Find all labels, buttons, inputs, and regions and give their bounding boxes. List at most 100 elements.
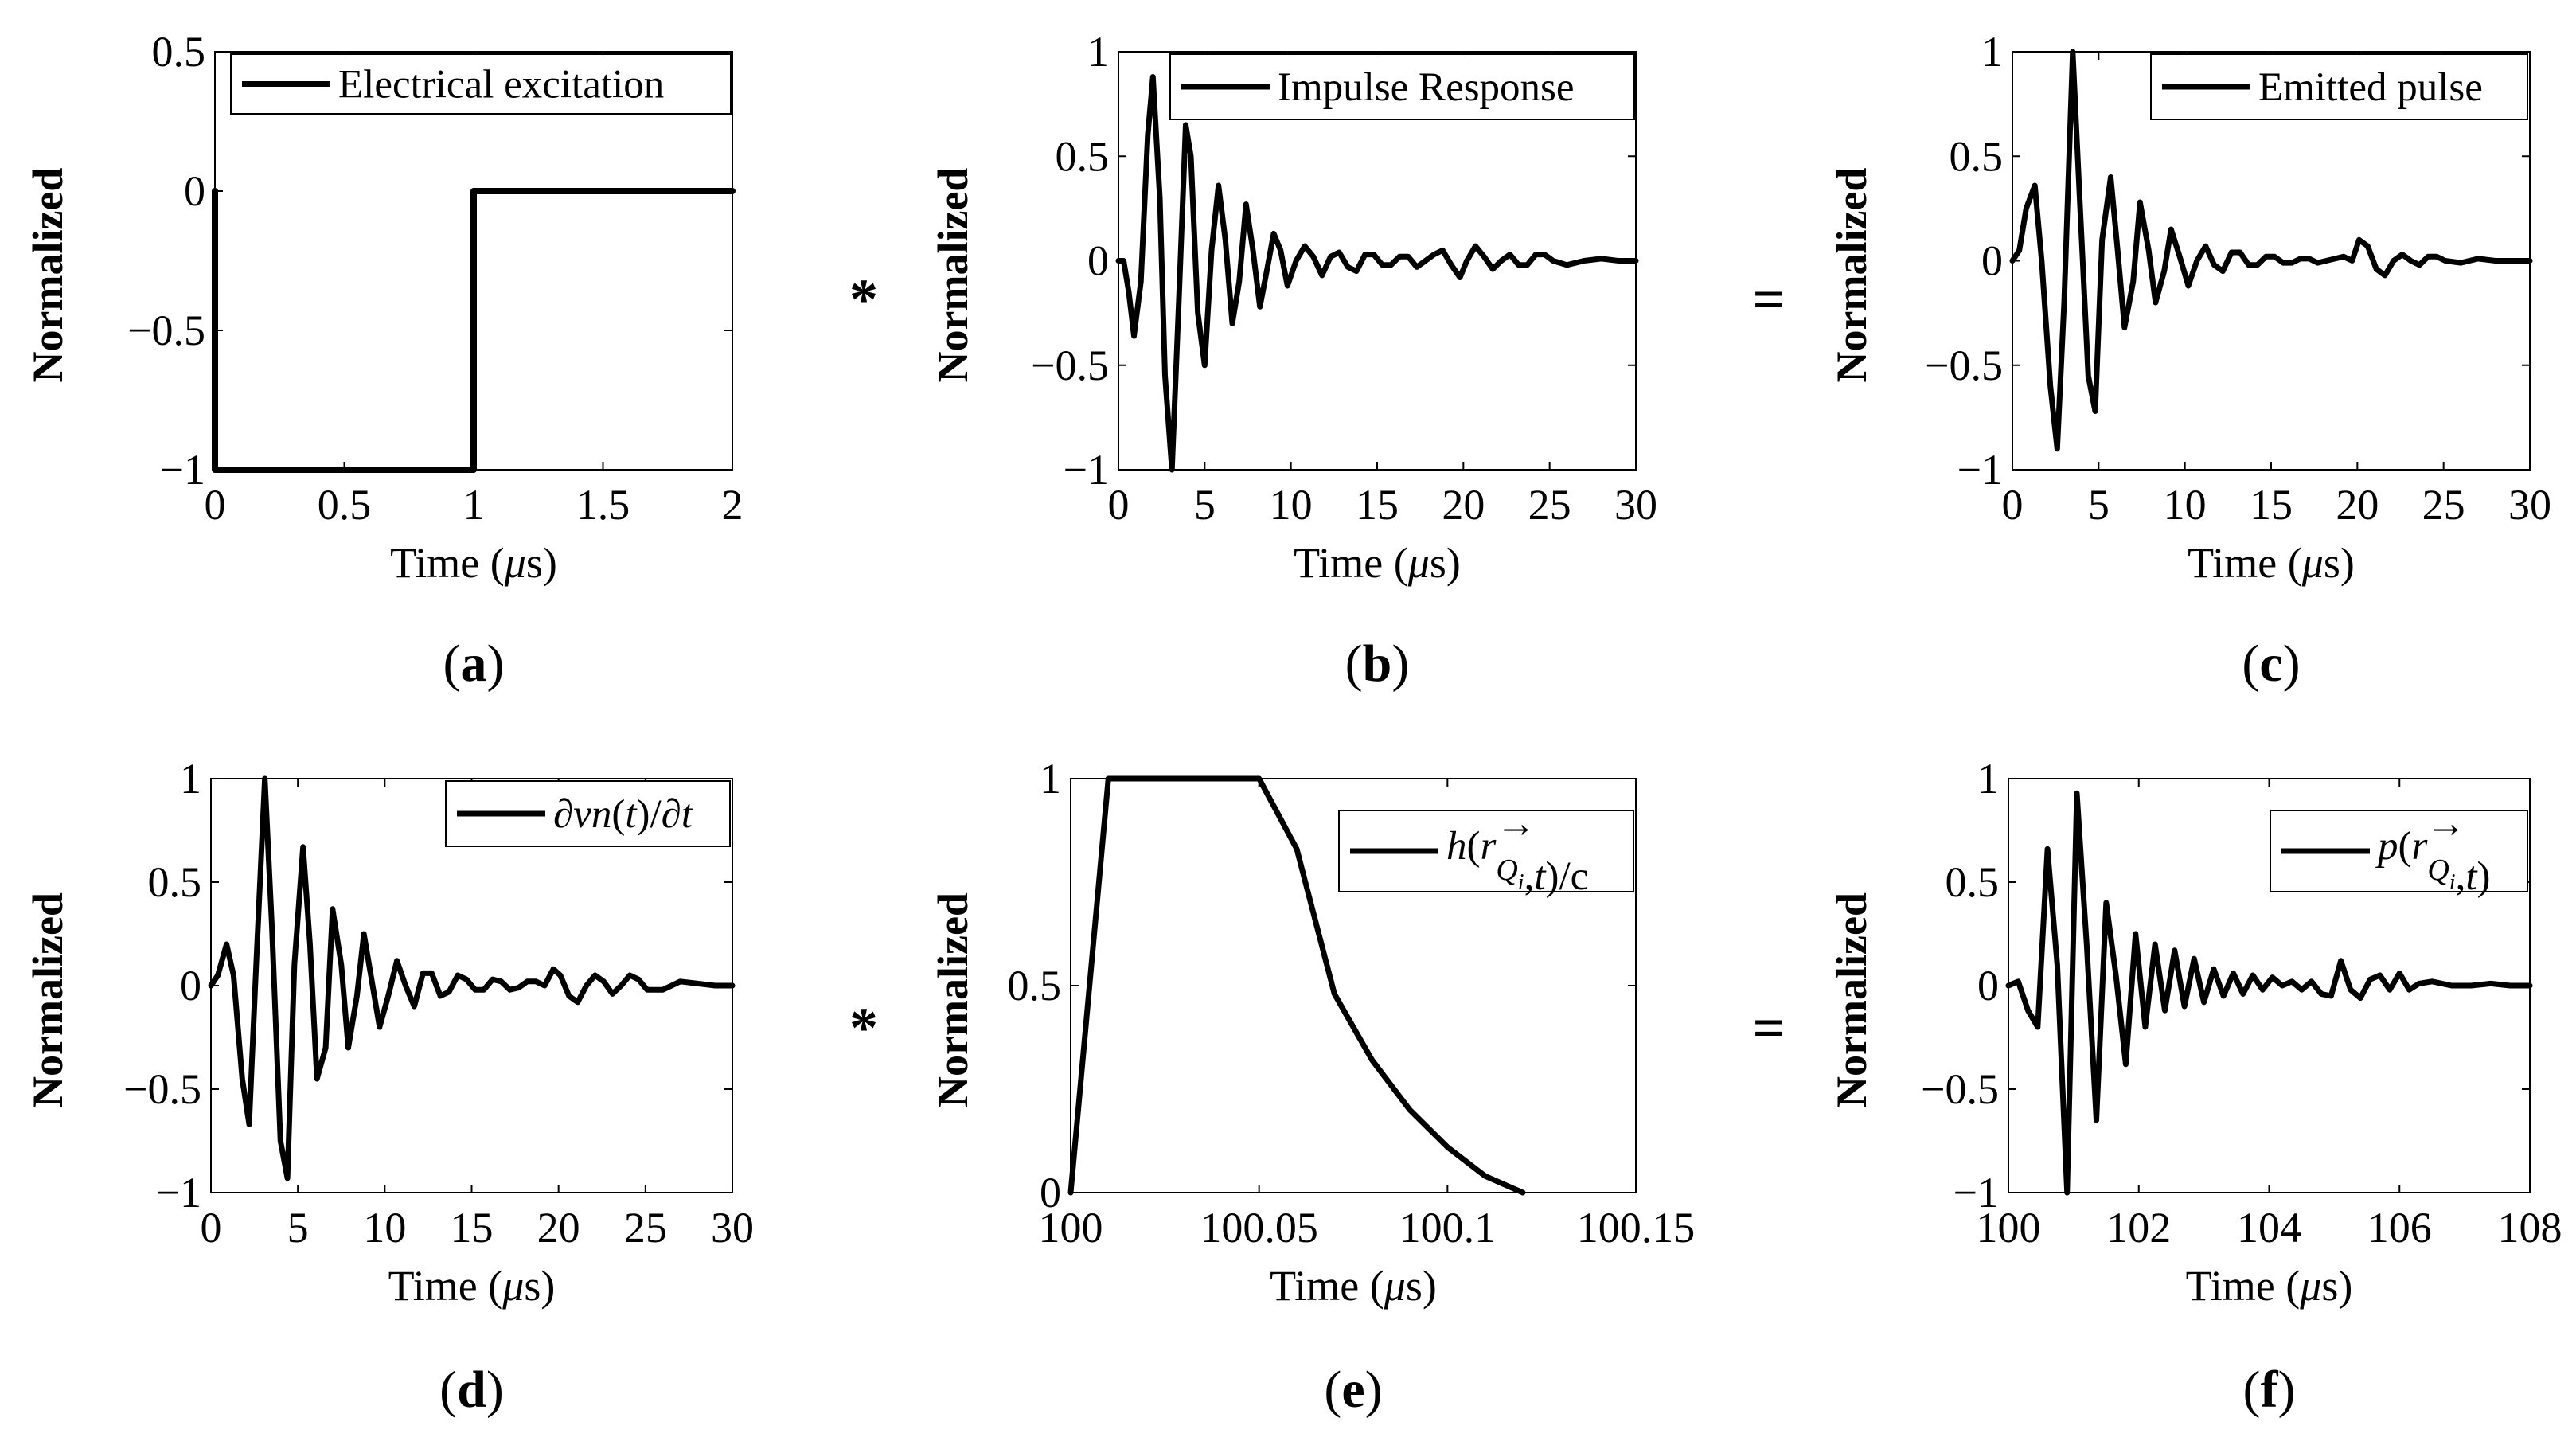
x-tick-label: 10: [363, 1204, 406, 1252]
convolution-operator: *: [849, 268, 878, 331]
panel-a: 0 0.5 1 1.5 2 −1 −0.5 0 0.5 Electrical excitation…: [24, 28, 744, 693]
panel-b: 0 5 10 15 20 25 30 −1 −0.5 0 0.5 1 Impulse Response N…: [929, 28, 1657, 693]
y-tick-label: 0: [180, 962, 201, 1010]
y-tick-label: −0.5: [1031, 342, 1109, 389]
panel-caption: (e): [1324, 1361, 1382, 1419]
y-tick-label: 0.5: [1056, 132, 1110, 180]
legend-label: Electrical excitation: [338, 63, 664, 107]
x-tick-label: 100: [1977, 1204, 2041, 1252]
x-tick-label: 1: [463, 481, 485, 529]
panel-caption: (c): [2242, 635, 2300, 693]
x-tick-label: 10: [2164, 481, 2207, 529]
legend-f: p(rQi,t)→: [2270, 802, 2528, 899]
legend-label: h(rQi,t)/c: [1446, 824, 1588, 899]
y-axis-label: Normalized: [1828, 168, 1875, 383]
x-tick-label: 100.05: [1200, 1204, 1318, 1252]
x-tick-label: 0: [205, 481, 226, 529]
panel-e: 100 100.05 100.1 100.15 0 0.5 1 h(rQi,t)/c→ Norm…: [929, 755, 1695, 1419]
x-tick-label: 30: [711, 1204, 754, 1252]
x-axis-label: Time (μs): [388, 1262, 556, 1310]
y-tick-label: 1: [180, 755, 201, 803]
x-tick-label: 5: [2088, 481, 2110, 529]
equals-operator: =: [1752, 996, 1785, 1060]
y-tick-label: −1: [160, 446, 205, 494]
legend-label: Impulse Response: [1278, 65, 1575, 110]
y-tick-label: 1: [1040, 755, 1061, 803]
y-tick-label: 0: [1981, 237, 2003, 285]
x-tick-label: 2: [722, 481, 744, 529]
x-tick-label: 0.5: [318, 481, 372, 529]
x-tick-label: 20: [1442, 481, 1485, 529]
x-tick-label: 25: [624, 1204, 667, 1252]
panel-caption: (f): [2243, 1361, 2296, 1419]
x-tick-label: 10: [1270, 481, 1313, 529]
x-tick-label: 30: [1614, 481, 1657, 529]
legend-e: h(rQi,t)/c→: [1338, 802, 1634, 899]
y-tick-label: 0: [184, 167, 205, 215]
y-tick-label: −0.5: [123, 1065, 201, 1113]
equals-operator: =: [1752, 268, 1785, 331]
y-tick-label: 0.5: [1008, 962, 1062, 1010]
y-tick-label: −1: [156, 1169, 201, 1217]
y-tick-label: −0.5: [1921, 1065, 1999, 1113]
panel-f: 100 102 104 106 108 −1 −0.5 0 0.5 1 p(rQi,t)→ Norma…: [1828, 755, 2562, 1419]
y-tick-label: 1: [1977, 755, 1999, 803]
y-tick-label: −0.5: [1925, 342, 2003, 389]
x-tick-label: 25: [2422, 481, 2465, 529]
series-line-c: [2009, 49, 2533, 452]
series-line-b: [1115, 74, 1639, 473]
convolution-operator: *: [849, 996, 878, 1060]
series-line-f: [2005, 790, 2533, 1196]
y-tick-label: 0: [1040, 1169, 1061, 1217]
x-tick-label: 0: [201, 1204, 222, 1252]
legend-b: Impulse Response: [1169, 53, 1635, 120]
series-line-e: [1067, 775, 1526, 1196]
x-tick-label: 20: [537, 1204, 580, 1252]
x-tick-label: 0: [1108, 481, 1130, 529]
x-tick-label: 15: [2250, 481, 2293, 529]
legend-d: ∂vn(t)/∂t: [445, 780, 731, 847]
series-line-a: [212, 188, 736, 473]
panel-caption: (a): [443, 635, 505, 693]
x-tick-label: 100: [1039, 1204, 1103, 1252]
x-tick-label: 108: [2498, 1204, 2562, 1252]
x-axis-label: Time (μs): [2188, 539, 2355, 587]
x-tick-label: 15: [451, 1204, 494, 1252]
panel-caption: (b): [1345, 635, 1410, 693]
y-tick-label: −1: [1953, 1169, 1999, 1217]
x-tick-label: 15: [1356, 481, 1399, 529]
x-tick-label: 30: [2508, 481, 2551, 529]
y-tick-label: 0.5: [148, 858, 202, 906]
x-tick-label: 0: [2002, 481, 2024, 529]
y-tick-label: −0.5: [127, 307, 205, 354]
x-tick-label: 100.1: [1399, 1204, 1497, 1252]
vector-arrow-icon: →: [1496, 802, 1536, 846]
x-tick-label: 20: [2336, 481, 2379, 529]
x-axis-label: Time (μs): [2186, 1262, 2353, 1310]
y-tick-label: 1: [1087, 28, 1109, 76]
x-tick-label: 1.5: [576, 481, 630, 529]
vector-arrow-icon: →: [2426, 802, 2466, 846]
y-tick-label: 0.5: [1950, 132, 2004, 180]
x-tick-label: 102: [2106, 1204, 2171, 1252]
y-axis-label: Normalized: [929, 892, 977, 1107]
legend-label: ∂vn(t)/∂t: [553, 792, 694, 837]
y-axis-label: Normalized: [929, 168, 977, 383]
y-tick-label: 1: [1981, 28, 2003, 76]
x-axis-label: Time (μs): [390, 539, 557, 587]
panel-c: 0 5 10 15 20 25 30 −1 −0.5 0 0.5 1 Emitted pulse Norm…: [1828, 28, 2551, 693]
x-axis-label: Time (μs): [1270, 1262, 1437, 1310]
legend-c: Emitted pulse: [2150, 53, 2528, 120]
x-tick-label: 104: [2237, 1204, 2301, 1252]
y-tick-label: 0.5: [1946, 858, 2000, 906]
x-tick-label: 5: [287, 1204, 309, 1252]
x-tick-label: 25: [1528, 481, 1571, 529]
y-axis-label: Normalized: [24, 892, 72, 1107]
y-tick-label: 0: [1087, 237, 1109, 285]
x-tick-label: 100.15: [1577, 1204, 1696, 1252]
x-tick-label: 5: [1194, 481, 1216, 529]
y-axis-label: Normalized: [1828, 892, 1875, 1107]
y-axis-label: Normalized: [24, 168, 72, 383]
legend-a: Electrical excitation: [230, 53, 732, 115]
y-tick-label: 0.5: [152, 28, 206, 76]
